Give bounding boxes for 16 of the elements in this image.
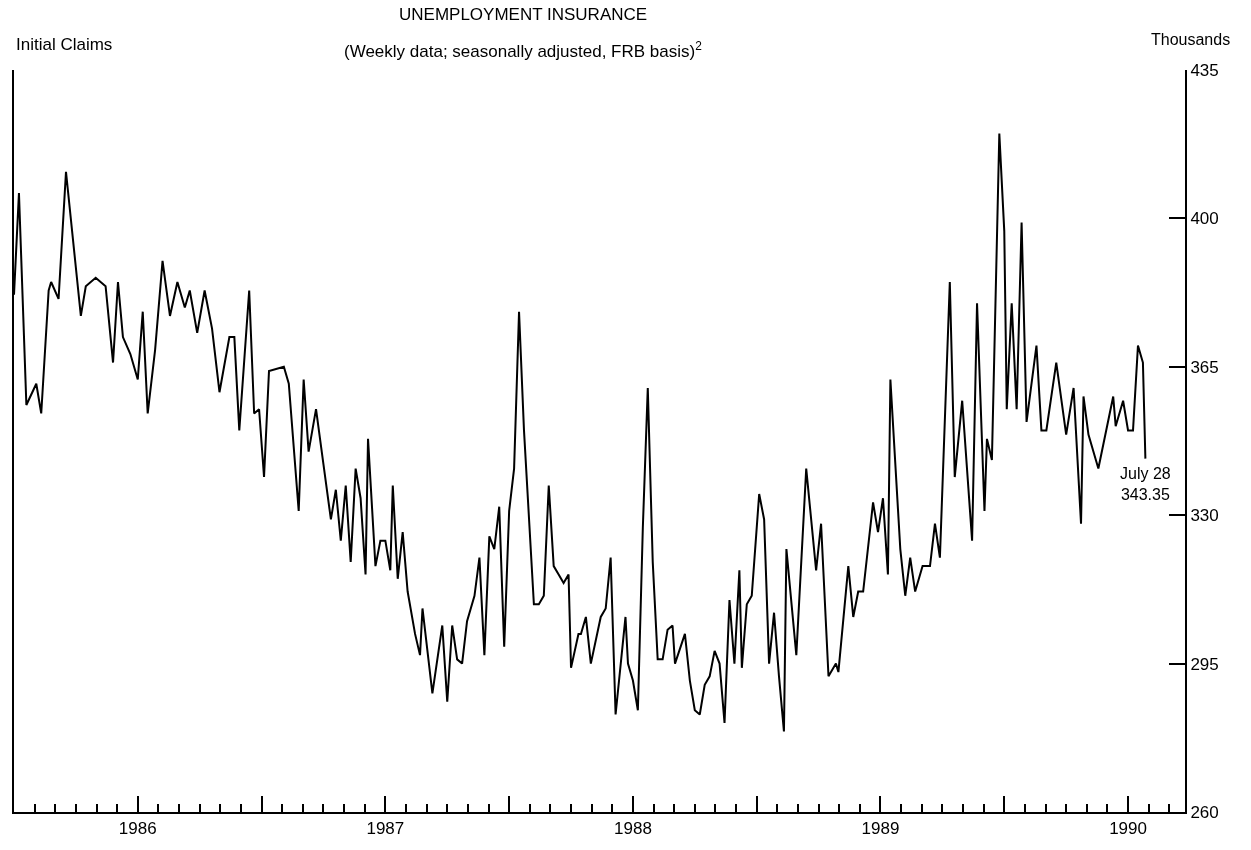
x-tick-label: 1987 bbox=[366, 819, 405, 839]
x-tick-label: 1986 bbox=[118, 819, 157, 839]
y-tick-label: 435 bbox=[1190, 60, 1219, 80]
chart-title: UNEMPLOYMENT INSURANCE bbox=[399, 5, 648, 24]
y-tick-label: 295 bbox=[1190, 654, 1219, 674]
x-tick-label: 1988 bbox=[614, 819, 652, 839]
y-tick-label: 400 bbox=[1190, 209, 1219, 229]
y-tick-label: 260 bbox=[1190, 802, 1219, 822]
y-axis-title: Thousands bbox=[1151, 31, 1231, 48]
y-tick-label: 330 bbox=[1190, 506, 1219, 526]
chart-subtitle: (Weekly data; seasonally adjusted, FRB basis)$^{2}$ bbox=[344, 39, 703, 62]
text: Initial Claims bbox=[16, 35, 113, 54]
x-tick-label: 1989 bbox=[861, 819, 900, 839]
annotation: July 28 343.35 bbox=[1120, 465, 1171, 503]
x-tick-label: 1990 bbox=[1109, 819, 1147, 839]
y-tick-label: 365 bbox=[1190, 357, 1219, 377]
